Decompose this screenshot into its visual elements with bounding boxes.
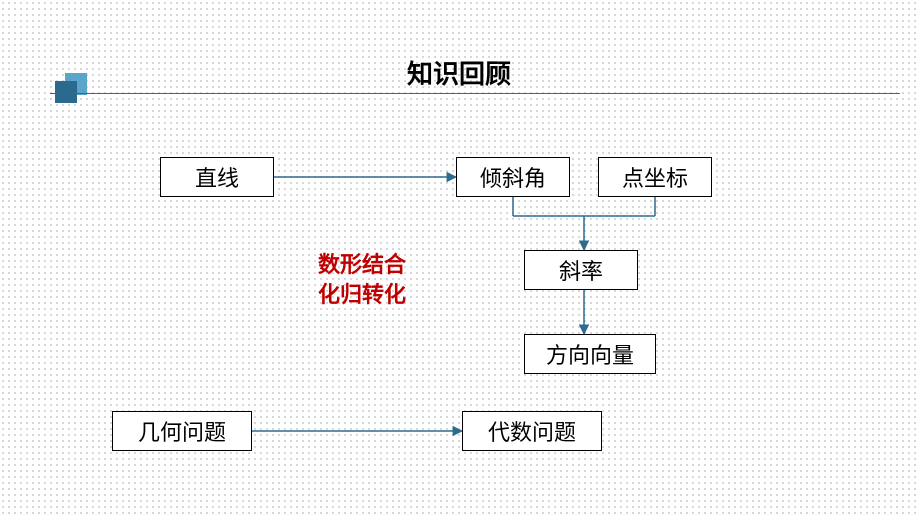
node-qingxie: 倾斜角 [456,157,570,197]
header-square-front [55,81,77,103]
page-title: 知识回顾 [407,54,511,91]
annotation-line2: 化归转化 [318,282,406,307]
node-xielv: 斜率 [524,250,638,290]
annotation-line1: 数形结合 [318,252,406,277]
node-dianzuo: 点坐标 [598,157,712,197]
node-daishu: 代数问题 [462,411,602,451]
annotation-text: 数形结合 化归转化 [318,250,406,309]
node-jihe: 几何问题 [112,411,252,451]
header-rule [50,93,900,94]
node-zhixian: 直线 [160,157,274,197]
node-fangxiang: 方向向量 [524,334,656,374]
